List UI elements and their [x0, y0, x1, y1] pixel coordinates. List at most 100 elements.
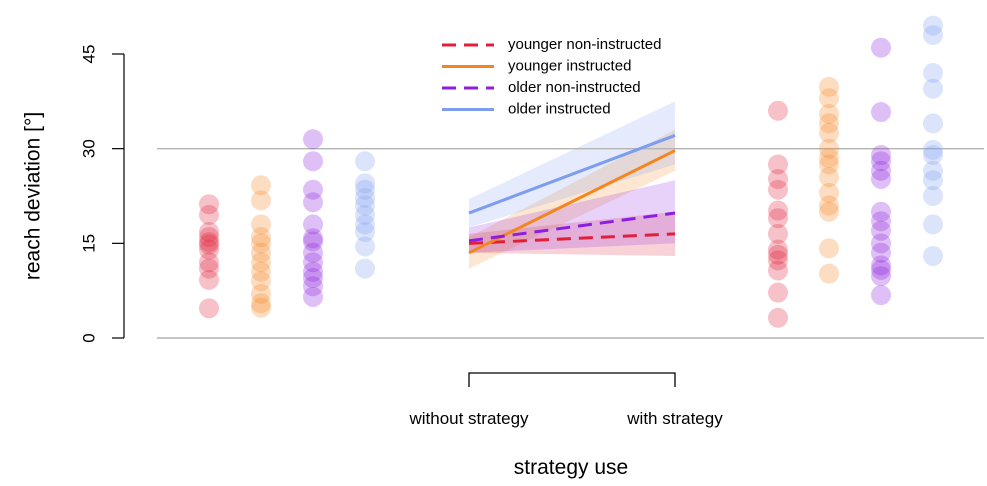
y-tick-label: 15 [79, 234, 98, 253]
point-older-instructed-without [355, 214, 375, 235]
point-younger-instructed-without [251, 175, 271, 196]
point-older-instructed-with [923, 170, 943, 191]
point-older-non-instructed-with [871, 233, 891, 254]
point-younger-non-instructed-without [199, 204, 219, 225]
condition-label: with strategy [626, 409, 723, 428]
point-younger-non-instructed-without [199, 227, 219, 248]
data-points [199, 15, 943, 328]
condition-axis: without strategy with strategy [408, 372, 723, 428]
point-younger-non-instructed-with [768, 244, 788, 265]
point-older-non-instructed-with [871, 102, 891, 123]
point-older-instructed-without [355, 258, 375, 279]
point-older-instructed-without [355, 195, 375, 216]
y-tick-label: 0 [79, 333, 98, 342]
point-older-non-instructed-with [871, 37, 891, 58]
legend: younger non-instructed younger instructed… [442, 36, 661, 117]
point-older-instructed-without [355, 204, 375, 225]
point-younger-non-instructed-with [768, 100, 788, 121]
point-younger-instructed-with [819, 201, 839, 222]
point-younger-non-instructed-without [199, 252, 219, 273]
point-younger-non-instructed-without [199, 232, 219, 253]
point-younger-non-instructed-with [768, 223, 788, 244]
legend-label: older non-instructed [508, 79, 641, 96]
trend-lines [468, 134, 676, 255]
point-older-instructed-with [923, 62, 943, 83]
point-older-instructed-without [355, 236, 375, 257]
point-older-non-instructed-with [871, 266, 891, 287]
point-older-non-instructed-without [303, 192, 323, 213]
point-younger-non-instructed-without [199, 234, 219, 255]
point-younger-non-instructed-with [768, 307, 788, 328]
point-younger-non-instructed-with [768, 260, 788, 281]
point-younger-instructed-without [251, 190, 271, 211]
point-younger-non-instructed-without [199, 221, 219, 242]
point-younger-instructed-without [251, 214, 271, 235]
point-older-instructed-with [923, 186, 943, 206]
point-older-instructed-with [923, 25, 943, 46]
point-younger-non-instructed-with [768, 179, 788, 200]
point-older-non-instructed-with [871, 255, 891, 276]
point-older-non-instructed-without [303, 231, 323, 252]
point-older-non-instructed-without [303, 228, 323, 249]
reference-line-group [157, 147, 984, 339]
point-older-instructed-with [923, 160, 943, 181]
legend-label: older instructed [508, 100, 611, 117]
point-older-non-instructed-with [871, 151, 891, 172]
point-younger-instructed-with [819, 103, 839, 124]
point-older-instructed-with [923, 15, 943, 36]
point-younger-non-instructed-without [199, 298, 219, 319]
point-older-instructed-with [923, 139, 943, 160]
point-younger-instructed-without [251, 271, 271, 292]
point-younger-non-instructed-with [768, 154, 788, 175]
band-younger-non-instructed [469, 211, 675, 256]
line-younger-non-instructed [468, 232, 676, 245]
point-younger-instructed-without [251, 283, 271, 304]
point-older-non-instructed-without [303, 261, 323, 282]
legend-label: younger non-instructed [508, 36, 661, 53]
point-older-instructed-without [355, 173, 375, 194]
point-younger-instructed-with [819, 122, 839, 143]
x-axis-title: strategy use [514, 456, 628, 479]
point-older-non-instructed-without [303, 129, 323, 150]
point-younger-instructed-without [251, 293, 271, 314]
point-older-instructed-with [923, 113, 943, 134]
point-younger-instructed-with [819, 263, 839, 284]
point-younger-instructed-with [819, 195, 839, 216]
point-older-instructed-with [923, 144, 943, 165]
point-older-instructed-with [923, 245, 943, 266]
confidence-bands [469, 101, 675, 269]
point-younger-non-instructed-without [199, 239, 219, 260]
point-younger-instructed-with [819, 76, 839, 97]
condition-label: without strategy [408, 409, 529, 428]
point-older-non-instructed-with [871, 160, 891, 181]
legend-label: younger instructed [508, 57, 631, 74]
point-younger-instructed-without [251, 227, 271, 248]
line-older-non-instructed [468, 211, 676, 243]
point-younger-instructed-without [251, 261, 271, 282]
point-younger-non-instructed-without [199, 258, 219, 279]
point-older-instructed-with [923, 214, 943, 235]
point-older-non-instructed-with [871, 144, 891, 165]
point-younger-instructed-without [251, 252, 271, 273]
point-older-instructed-without [355, 221, 375, 242]
point-older-non-instructed-without [303, 252, 323, 273]
point-younger-non-instructed-with [768, 168, 788, 189]
point-older-non-instructed-without [303, 286, 323, 307]
point-younger-non-instructed-without [199, 269, 219, 290]
point-younger-instructed-with [819, 238, 839, 259]
point-younger-instructed-without [251, 242, 271, 263]
point-older-non-instructed-without [303, 151, 323, 172]
point-younger-instructed-with [819, 167, 839, 188]
y-axis: 0 15 30 45 [79, 45, 125, 343]
point-younger-non-instructed-with [768, 200, 788, 221]
point-older-non-instructed-with [871, 285, 891, 306]
point-younger-instructed-with [819, 88, 839, 109]
point-younger-non-instructed-with [768, 250, 788, 271]
point-younger-instructed-with [819, 138, 839, 159]
point-older-non-instructed-with [871, 242, 891, 263]
point-older-non-instructed-with [871, 259, 891, 280]
point-younger-non-instructed-with [768, 208, 788, 229]
point-younger-instructed-with [819, 113, 839, 134]
